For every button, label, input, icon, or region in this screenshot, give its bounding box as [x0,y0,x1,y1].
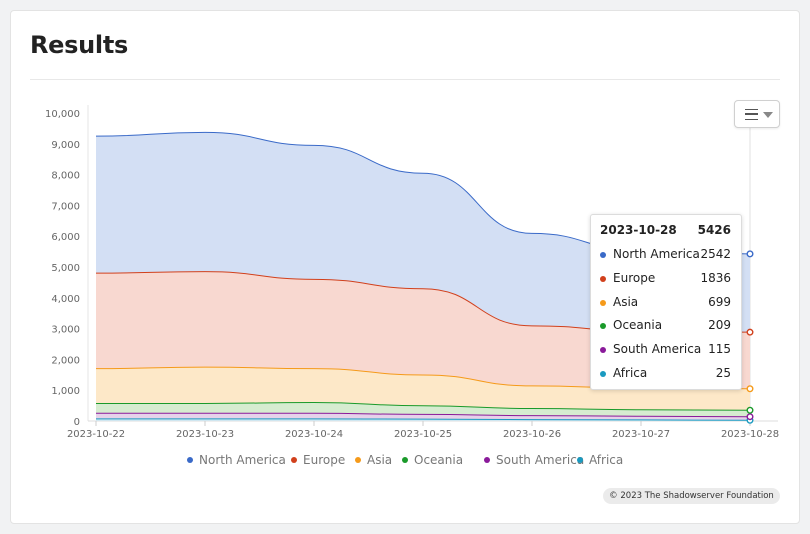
chart-areas [96,132,750,421]
legend-label: Asia [367,453,392,467]
x-tick-label: 2023-10-23 [176,429,234,440]
tooltip-row: Africa 25 [600,366,731,384]
y-tick-label: 3,000 [51,325,80,336]
tooltip-series-name: Oceania [613,318,663,333]
tooltip-date: 2023-10-28 [600,223,677,237]
tooltip-row: North America 2542 [600,247,731,265]
tooltip-row: Asia 699 [600,295,731,313]
x-tick-label: 2023-10-26 [503,429,561,440]
x-tick-label: 2023-10-27 [612,429,670,440]
legend-item-oceania[interactable]: Oceania [402,453,463,467]
marker-oceania[interactable] [746,406,754,414]
y-axis: 0 1,000 2,000 3,000 4,000 5,000 6,000 7,000 8,00… [45,105,89,428]
y-tick-label: 7,000 [51,201,80,212]
line-africa [96,418,751,421]
series-dot-icon [600,252,606,258]
y-tick-label: 0 [74,417,80,428]
line-south-america [96,412,751,418]
chart-markers [746,250,754,424]
line-oceania [95,402,751,411]
chart-menu-button[interactable] [734,100,780,128]
legend-item-south-america[interactable]: South America [484,453,584,467]
y-tick-label: 6,000 [51,232,80,243]
legend-item-europe[interactable]: Europe [291,453,345,467]
tooltip-series-name: Europe [613,270,656,285]
y-tick-label: 8,000 [51,171,80,182]
tooltip-series-value: 699 [708,294,731,309]
tooltip-row: Europe 1836 [600,271,731,289]
legend-item-africa[interactable]: Africa [577,453,623,467]
legend-dot-icon [291,457,297,463]
tooltip-series-name: Africa [613,366,648,380]
area-africa [96,418,750,421]
legend-item-asia[interactable]: Asia [355,453,392,467]
series-dot-icon [600,299,606,306]
series-dot-icon [600,275,606,282]
x-tick-label: 2023-10-24 [285,429,343,440]
area-asia [96,367,750,411]
y-tick-label: 10,000 [45,109,80,120]
title-divider [30,79,780,80]
y-tick-label: 4,000 [51,294,80,305]
x-tick-label: 2023-10-25 [394,429,452,440]
y-tick-label: 1,000 [51,386,80,397]
tooltip-row: Oceania 209 [600,318,731,336]
series-dot-icon [600,323,606,330]
tooltip-series-value: 2542 [700,247,731,261]
menu-icon [745,109,758,120]
area-north-america [96,132,750,333]
chart-legend: North America Europe Asia Oceania South Amer… [187,453,623,467]
y-tick-label: 2,000 [51,355,80,366]
area-europe [96,271,750,389]
marker-europe[interactable] [746,328,754,336]
tooltip-series-name: Asia [613,294,639,309]
tooltip-total: 5426 [697,223,731,237]
credit-badge[interactable]: © 2023 The Shadowserver Foundation [603,488,780,504]
series-dot-icon [600,347,606,354]
tooltip-series-name: North America [613,247,700,261]
y-tick-label: 5,000 [51,263,80,274]
legend-label: South America [496,453,584,467]
legend-dot-icon [484,457,490,463]
chart-tooltip: 2023-10-28 5426 North America 2542 Europe 1… [590,214,742,390]
legend-label: North America [199,453,286,467]
page-title: Results [30,31,129,59]
x-tick-label: 2023-10-22 [67,429,125,440]
legend-label: Africa [589,453,623,467]
chevron-down-icon [763,112,773,118]
tooltip-series-value: 25 [715,366,731,380]
tooltip-row: South America 115 [600,342,731,360]
marker-asia[interactable] [746,385,754,393]
tooltip-series-value: 209 [708,318,731,333]
legend-label: Oceania [414,453,463,467]
legend-dot-icon [187,457,193,463]
tooltip-series-value: 1836 [700,270,731,285]
marker-south-america[interactable] [746,413,754,421]
marker-north-america[interactable] [746,250,754,258]
series-dot-icon [600,371,606,377]
y-tick-label: 9,000 [51,140,80,151]
legend-dot-icon [577,457,583,463]
legend-dot-icon [402,457,408,463]
x-tick-label: 2023-10-28 [721,429,779,440]
tooltip-series-value: 115 [708,342,731,357]
legend-label: Europe [303,453,345,467]
legend-dot-icon [355,457,361,463]
legend-item-north-america[interactable]: North America [187,453,286,467]
tooltip-series-name: South America [613,342,702,357]
